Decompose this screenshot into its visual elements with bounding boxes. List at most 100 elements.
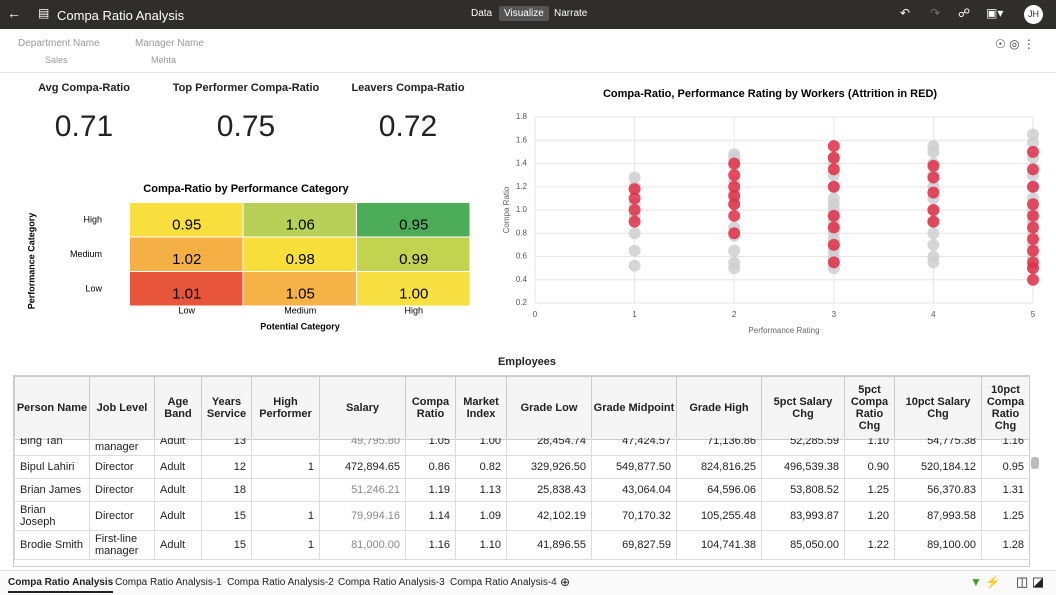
cell: Director: [89, 455, 155, 479]
point: [1027, 163, 1039, 176]
point: [728, 148, 741, 161]
cell: 1: [251, 501, 320, 531]
cell: 18: [201, 478, 252, 502]
column-header: 5pct Compa Ratio Chg: [844, 376, 895, 440]
x-category: High: [404, 305, 423, 315]
cell: 89,100.00: [894, 530, 982, 560]
cell: 69,827.59: [591, 530, 677, 560]
cell-label: 1.06: [286, 216, 315, 233]
cell-label: 1.00: [399, 285, 428, 302]
column-header: Person Name: [14, 376, 90, 440]
layout-icons[interactable]: ◫ ◪: [1016, 574, 1045, 589]
canvas-tab[interactable]: Compa Ratio Analysis-2: [227, 577, 334, 588]
cell: 79,994.16: [319, 501, 406, 531]
x-tick-label: 1: [632, 310, 637, 319]
cell: First-line manager: [89, 438, 155, 456]
column-header: Years Service: [201, 376, 252, 440]
add-tab[interactable]: ⊕: [560, 575, 571, 589]
canvas-tab[interactable]: Compa Ratio Analysis-1: [115, 577, 222, 588]
column-header: 10pct Salary Chg: [894, 376, 982, 440]
point: [927, 159, 940, 172]
point: [628, 192, 641, 205]
kpi-value: 0.71: [54, 110, 114, 143]
canvas-tab[interactable]: Compa Ratio Analysis-3: [338, 577, 445, 588]
y-category: Medium: [70, 249, 102, 259]
point: [728, 169, 741, 182]
point: [827, 221, 840, 234]
filter-value[interactable]: Mehta: [151, 55, 177, 65]
undo[interactable]: ↶: [900, 6, 911, 20]
toolbar-icons[interactable]: ☉ ◎ ⋮: [995, 37, 1035, 51]
point: [827, 209, 840, 222]
status-icons[interactable]: ▼ ⚡: [970, 575, 1001, 589]
cell: [251, 478, 320, 502]
cell: 49,795.80: [319, 438, 406, 456]
cell: 105,255.48: [676, 501, 762, 531]
heat-cell: [130, 237, 243, 271]
save[interactable]: ▣▾: [986, 6, 1004, 20]
cell: 43,064.04: [591, 478, 677, 502]
heat-cell: [243, 203, 356, 237]
cell: 28,454.74: [506, 438, 592, 456]
back-button[interactable]: ←: [7, 5, 21, 21]
filter-label[interactable]: Department Name: [18, 38, 100, 49]
cell: 0.82: [455, 455, 507, 479]
canvas-tab[interactable]: Compa Ratio Analysis: [8, 577, 114, 593]
cell: 42,102.19: [506, 501, 592, 531]
redo[interactable]: ↷: [930, 6, 941, 20]
canvas-tab-bar: Compa Ratio Analysis Compa Ratio Analysi…: [0, 570, 1056, 595]
column-header: 10pct Compa Ratio Chg: [981, 376, 1029, 440]
point: [728, 256, 741, 269]
point: [1027, 244, 1039, 257]
scrollbar[interactable]: [1031, 457, 1039, 469]
filter-label[interactable]: Manager Name: [135, 38, 204, 49]
cell: 1.16: [981, 438, 1029, 456]
tab[interactable]: Narrate: [554, 8, 588, 19]
header-bar: ← ▤ Compa Ratio Analysis Data Visualize …: [0, 0, 1056, 29]
cell: 824,816.25: [676, 455, 762, 479]
canvas-tab[interactable]: Compa Ratio Analysis-4: [450, 577, 557, 588]
filter-value[interactable]: Sales: [45, 55, 68, 65]
cell: 52,285.59: [761, 438, 845, 456]
point: [927, 215, 940, 228]
share[interactable]: ☍: [958, 6, 971, 20]
point: [827, 256, 840, 269]
cell: 1.00: [455, 438, 507, 456]
table-header: Person Name Job Level Age Band Years Servic…: [14, 376, 1029, 440]
cell: 12: [201, 455, 252, 479]
kpi-title: Avg Compa-Ratio: [38, 82, 130, 94]
y-category: Low: [85, 284, 102, 294]
point: [827, 198, 840, 211]
y-tick-label: 1.2: [516, 182, 528, 191]
point: [628, 183, 641, 196]
point: [1027, 221, 1039, 234]
table-rows: Bing TanFirst-line managerAdult1349,795.…: [14, 438, 1029, 560]
point: [628, 204, 641, 216]
heat-cell: [130, 203, 243, 237]
cell: 1.25: [844, 478, 895, 502]
cell: 0.95: [981, 455, 1029, 479]
cell: 1.16: [405, 530, 456, 560]
point: [1027, 209, 1039, 222]
y-tick-label: 0.4: [516, 275, 528, 284]
tab[interactable]: Data: [471, 8, 493, 19]
x-tick-label: 4: [931, 310, 936, 319]
tab[interactable]: Visualize: [499, 6, 549, 21]
cell: 15: [201, 501, 252, 531]
chart-title: Compa-Ratio, Performance Rating by Worke…: [603, 88, 937, 100]
point: [827, 140, 840, 153]
cell: 1.20: [844, 501, 895, 531]
cell: 1: [251, 530, 320, 560]
cell: 329,926.50: [506, 455, 592, 479]
x-category: Medium: [284, 305, 316, 315]
x-tick-label: 2: [732, 310, 737, 319]
avatar[interactable]: JH: [1024, 5, 1043, 24]
cell: 496,539.38: [761, 455, 845, 479]
cell: 13: [201, 438, 252, 456]
cell: 1.14: [405, 501, 456, 531]
heat-cell: [243, 272, 356, 306]
scatter-chart: Compa-Ratio, Performance Rating by Worke…: [502, 88, 1039, 335]
title: Compa Ratio Analysis: [57, 8, 185, 23]
kpi-title: Leavers Compa-Ratio: [351, 82, 465, 94]
table-body: Bing TanFirst-line managerAdult1349,795.…: [14, 438, 1029, 566]
